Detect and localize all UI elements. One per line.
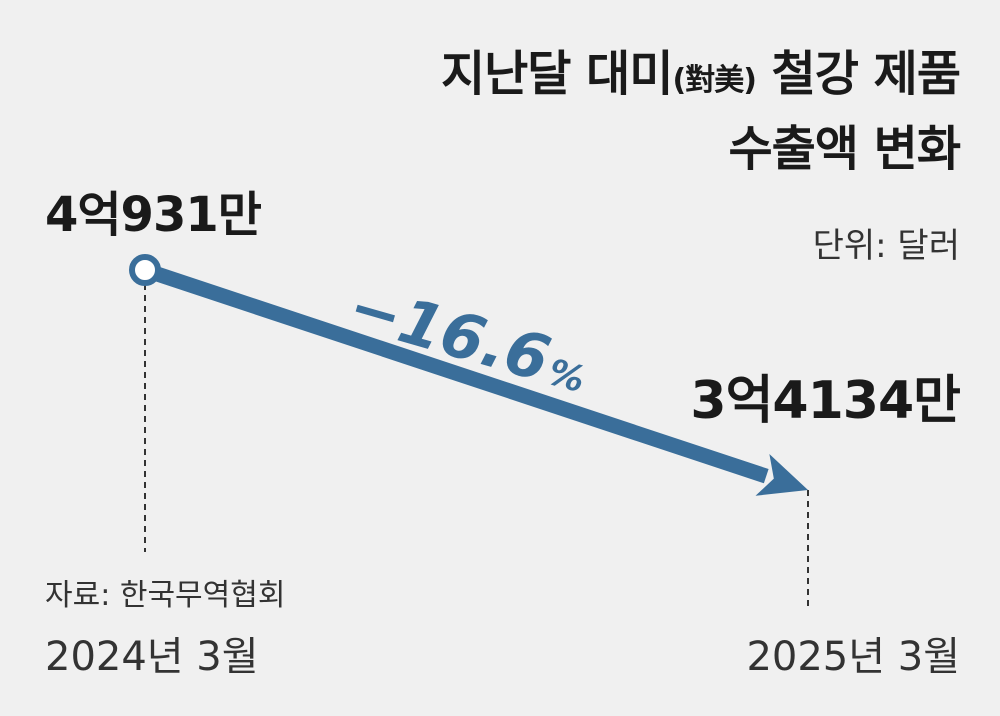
- trend-arrow-head: [755, 454, 808, 496]
- title-paren: (對美): [672, 63, 757, 98]
- trend-arrow-line: [154, 266, 769, 484]
- title-main: 지난달 대미: [440, 46, 674, 102]
- change-unit: %: [543, 352, 589, 401]
- chart-title-line1: 지난달 대미(對美) 철강 제품: [440, 40, 961, 115]
- unit-label: 단위: 달러: [812, 226, 960, 266]
- chart-title: 지난달 대미(對美) 철강 제품 수출액 변화: [440, 40, 961, 183]
- x-label-start: 2024년 3월: [45, 634, 259, 680]
- chart-title-line2: 수출액 변화: [728, 121, 961, 177]
- change-percent-label: −16.6%: [341, 269, 597, 407]
- end-value-label: 3억4134만: [690, 371, 961, 431]
- title-rest: 철강 제품: [771, 46, 961, 102]
- x-label-end: 2025년 3월: [746, 634, 960, 680]
- start-value-label: 4억931만: [45, 187, 262, 243]
- start-data-point: [129, 254, 161, 286]
- source-note: 자료: 한국무역협회: [45, 578, 286, 613]
